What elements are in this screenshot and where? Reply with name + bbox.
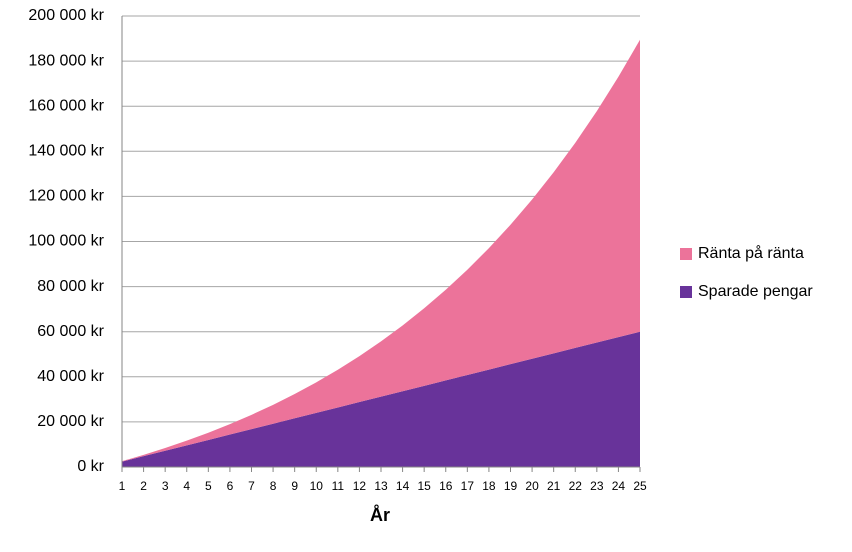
x-tick-label: 17 <box>461 479 475 493</box>
x-tick-label: 10 <box>310 479 324 493</box>
x-axis-label: År <box>370 505 390 525</box>
x-tick-label: 13 <box>374 479 388 493</box>
legend-label: Ränta på ränta <box>698 244 804 262</box>
y-tick-label: 60 000 kr <box>37 323 104 340</box>
x-tick-label: 9 <box>291 479 298 493</box>
area <box>122 39 640 462</box>
y-tick-label: 160 000 kr <box>28 97 104 114</box>
x-tick-label: 15 <box>417 479 431 493</box>
x-tick-label: 11 <box>332 479 345 493</box>
y-tick-label: 180 000 kr <box>28 52 104 69</box>
y-tick-label: 120 000 kr <box>28 188 104 205</box>
y-tick-label: 80 000 kr <box>37 278 104 295</box>
x-tick-label: 24 <box>612 479 626 493</box>
legend-item: Sparade pengar <box>680 283 813 300</box>
y-tick-label: 200 000 kr <box>28 7 104 24</box>
x-tick-label: 1 <box>119 479 126 493</box>
x-tick-label: 7 <box>248 479 255 493</box>
legend-item: Ränta på ränta <box>680 244 804 262</box>
x-tick-label: 20 <box>525 479 539 493</box>
x-tick-label: 21 <box>547 479 561 493</box>
y-tick-label: 0 kr <box>77 458 104 475</box>
x-tick-label: 25 <box>633 479 647 493</box>
y-tick-label: 100 000 kr <box>28 233 104 250</box>
x-tick-label: 12 <box>353 479 367 493</box>
x-tick-label: 16 <box>439 479 453 493</box>
area <box>122 331 640 467</box>
x-tick-label: 6 <box>227 479 234 493</box>
x-tick-label: 18 <box>482 479 496 493</box>
legend-label: Sparade pengar <box>698 283 813 300</box>
x-tick-label: 23 <box>590 479 604 493</box>
x-tick-label: 22 <box>569 479 583 493</box>
legend-swatch <box>680 248 692 260</box>
x-tick-label: 2 <box>140 479 147 493</box>
x-tick-label: 5 <box>205 479 212 493</box>
y-tick-label: 40 000 kr <box>37 368 104 385</box>
x-tick-label: 14 <box>396 479 410 493</box>
x-tick-label: 4 <box>183 479 190 493</box>
y-tick-label: 20 000 kr <box>37 413 104 430</box>
legend-swatch <box>680 286 692 298</box>
x-tick-label: 3 <box>162 479 169 493</box>
x-tick-label: 19 <box>504 479 518 493</box>
y-tick-label: 140 000 kr <box>28 143 104 160</box>
x-tick-label: 8 <box>270 479 277 493</box>
